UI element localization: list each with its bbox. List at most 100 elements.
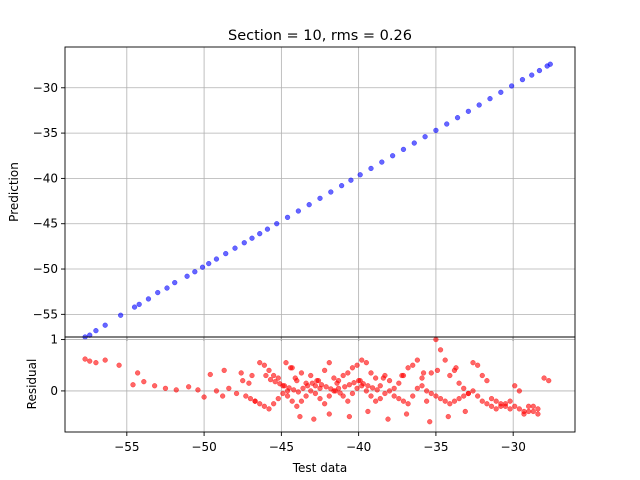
prediction-y-tick-label: −35	[33, 126, 58, 140]
residual-point	[267, 376, 274, 383]
residual-point	[221, 367, 227, 374]
prediction-y-tick-label: −55	[33, 307, 58, 321]
residual-point	[437, 347, 444, 353]
residual-point	[530, 403, 536, 409]
residual-point	[219, 393, 226, 399]
residual-point	[151, 383, 158, 389]
residual-point	[354, 385, 360, 392]
residual-y-tick-label: 1	[50, 333, 58, 347]
residual-point	[433, 393, 439, 399]
residual-point	[427, 419, 433, 425]
prediction-point	[257, 231, 263, 237]
prediction-point	[232, 245, 238, 251]
prediction-point	[529, 72, 535, 78]
residual-point	[233, 390, 240, 397]
residual-point	[479, 372, 485, 379]
residual-point	[243, 393, 249, 399]
residual-point	[447, 401, 453, 407]
residual-point	[275, 375, 281, 381]
residual-point	[357, 377, 363, 384]
residual-point	[380, 375, 387, 381]
prediction-point	[295, 208, 302, 214]
residual-point	[335, 385, 342, 392]
residual-point	[134, 370, 141, 376]
residual-point	[461, 393, 467, 399]
residual-point	[261, 403, 268, 409]
residual-point	[281, 383, 288, 389]
residual-point	[257, 360, 263, 366]
residual-point	[484, 377, 490, 384]
prediction-point	[519, 76, 526, 83]
residual-point	[391, 393, 397, 399]
residual-point	[226, 385, 232, 392]
residual-point	[516, 406, 523, 412]
residual-point	[277, 381, 283, 387]
prediction-point	[223, 250, 229, 257]
chart-title: Section = 10, rms = 0.26	[228, 28, 412, 44]
residual-point	[423, 398, 430, 404]
residual-point	[410, 362, 416, 368]
residual-point	[382, 390, 388, 397]
prediction-point	[264, 226, 271, 232]
residual-point	[541, 375, 547, 381]
prediction-point	[338, 183, 345, 189]
prediction-point	[444, 121, 450, 127]
residual-point	[247, 395, 254, 402]
residual-point	[349, 365, 356, 371]
residual-x-tick-label: −35	[423, 440, 448, 454]
residual-point	[309, 380, 315, 386]
prediction-point	[487, 96, 493, 102]
residual-point	[465, 390, 472, 397]
residual-point	[484, 401, 490, 407]
prediction-point	[164, 285, 170, 291]
residual-point	[315, 377, 322, 384]
residual-point	[331, 375, 337, 381]
residual-point	[345, 398, 351, 404]
residual-point	[474, 362, 481, 368]
residual-point	[405, 401, 411, 407]
prediction-point	[433, 127, 439, 134]
residual-point	[252, 398, 258, 404]
prediction-point	[498, 89, 504, 95]
residual-point	[326, 393, 332, 399]
residual-point	[207, 371, 213, 378]
residual-point	[311, 416, 317, 422]
prediction-point	[400, 146, 407, 153]
residual-point	[419, 375, 425, 381]
prediction-point	[306, 202, 312, 208]
residual-point	[359, 383, 365, 389]
residual-point	[396, 395, 402, 402]
residual-point	[493, 406, 499, 412]
residual-point	[287, 365, 294, 371]
residual-point	[535, 411, 541, 417]
residual-point	[374, 387, 380, 393]
residual-point	[530, 408, 536, 415]
x-axis-label: Test data	[292, 461, 347, 475]
residual-point	[308, 372, 314, 379]
residual-point	[428, 370, 434, 376]
residual-x-tick-label: −45	[269, 440, 294, 454]
prediction-point	[206, 260, 212, 267]
residual-point	[403, 411, 410, 417]
residual-point	[345, 370, 351, 376]
residual-point	[461, 385, 467, 392]
residual-point	[213, 388, 220, 394]
prediction-point	[117, 312, 124, 318]
residual-point	[116, 362, 122, 368]
residual-point	[337, 390, 343, 396]
residual-point	[257, 401, 263, 407]
prediction-y-tick-label: −30	[33, 81, 58, 95]
prediction-point	[199, 264, 206, 270]
residual-point	[516, 388, 523, 394]
residual-point	[493, 398, 499, 404]
residual-point	[488, 403, 495, 409]
residual-point	[372, 375, 379, 381]
residual-points	[82, 336, 552, 425]
residual-point	[321, 367, 328, 374]
residual-point	[240, 377, 246, 384]
residual-point	[368, 370, 374, 376]
residual-point	[470, 360, 476, 366]
prediction-point	[192, 269, 198, 275]
residual-point	[238, 370, 244, 376]
residual-point	[102, 357, 108, 363]
